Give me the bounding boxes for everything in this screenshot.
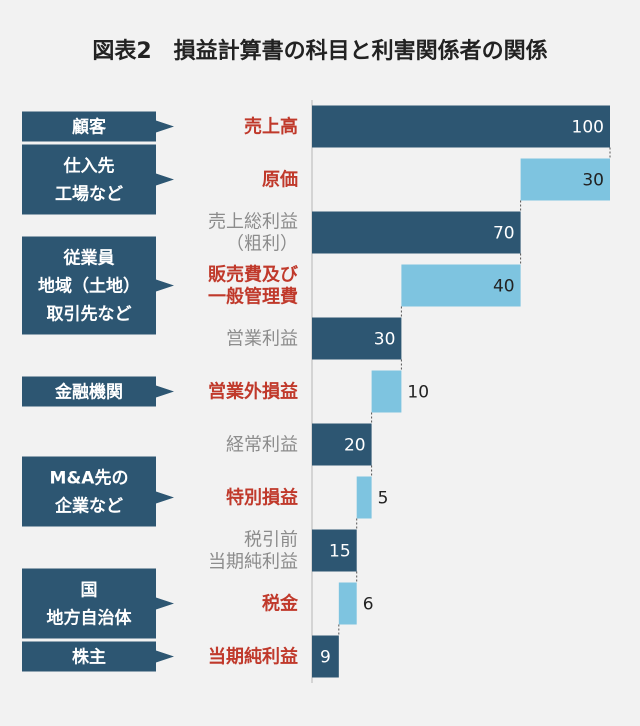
stakeholder-box-2 bbox=[22, 236, 174, 335]
stakeholder-box-1 bbox=[22, 144, 174, 215]
bar-8 bbox=[312, 529, 357, 572]
bar-4 bbox=[312, 317, 402, 360]
bar-6 bbox=[312, 423, 372, 466]
stakeholder-box-4 bbox=[22, 456, 174, 527]
bar-3 bbox=[401, 264, 521, 307]
data-label-5: 10 bbox=[407, 383, 429, 403]
stakeholder-label-5-0: 国 bbox=[81, 581, 98, 601]
category-label-2-0: 売上総利益 bbox=[208, 212, 298, 233]
data-label-4: 30 bbox=[374, 330, 396, 350]
data-label-8: 15 bbox=[329, 542, 351, 562]
data-label-0: 100 bbox=[572, 118, 604, 138]
stakeholder-label-4-0: M&A先の bbox=[50, 468, 129, 489]
bar-10 bbox=[312, 635, 339, 678]
bar-2 bbox=[312, 211, 521, 254]
stakeholder-label-2-2: 取引先など bbox=[47, 304, 132, 325]
stakeholder-label-3-0: 金融機関 bbox=[54, 382, 123, 403]
bar-9 bbox=[338, 582, 357, 625]
stakeholder-box-6 bbox=[22, 641, 174, 672]
category-label-3-1: 一般管理費 bbox=[208, 286, 298, 308]
bar-7 bbox=[356, 476, 372, 519]
category-label-8-0: 税引前 bbox=[244, 530, 298, 551]
category-label-9-0: 税金 bbox=[262, 593, 299, 615]
category-label-1-0: 原価 bbox=[262, 169, 298, 191]
data-label-9: 6 bbox=[363, 595, 374, 615]
bar-1 bbox=[520, 158, 610, 201]
category-label-0-0: 売上高 bbox=[244, 116, 298, 138]
category-label-2-1: （粗利） bbox=[226, 234, 298, 255]
category-label-3-0: 販売費及び bbox=[208, 264, 299, 286]
bar-5 bbox=[371, 370, 402, 413]
stakeholder-box-0 bbox=[22, 111, 174, 142]
data-label-1: 30 bbox=[582, 171, 604, 191]
data-label-7: 5 bbox=[378, 489, 389, 509]
data-label-10: 9 bbox=[320, 648, 331, 668]
stakeholder-label-2-1: 地域（土地） bbox=[38, 276, 140, 297]
stakeholder-label-1-0: 仕入先 bbox=[63, 156, 115, 177]
bar-0 bbox=[312, 105, 610, 148]
chart-title: 図表2 損益計算書の科目と利害関係者の関係 bbox=[92, 38, 547, 64]
category-label-7-0: 特別損益 bbox=[226, 487, 298, 509]
category-label-6-0: 経常利益 bbox=[226, 435, 298, 456]
category-label-8-1: 当期純利益 bbox=[208, 552, 298, 573]
stakeholder-label-5-1: 地方自治体 bbox=[47, 608, 133, 629]
stakeholder-label-6-0: 株主 bbox=[72, 647, 106, 668]
data-label-3: 40 bbox=[493, 277, 515, 297]
category-label-4-0: 営業利益 bbox=[226, 329, 298, 350]
category-label-10-0: 当期純利益 bbox=[208, 646, 298, 668]
stakeholder-box-3 bbox=[22, 376, 174, 407]
stakeholder-label-1-1: 工場など bbox=[55, 185, 123, 205]
data-label-2: 70 bbox=[493, 224, 515, 244]
stakeholder-label-2-0: 従業員 bbox=[63, 248, 115, 269]
stakeholder-box-5 bbox=[22, 568, 174, 639]
category-label-5-0: 営業外損益 bbox=[208, 381, 298, 403]
stakeholder-label-4-1: 企業など bbox=[54, 496, 123, 517]
data-label-6: 20 bbox=[344, 436, 366, 456]
stakeholder-label-0-0: 顧客 bbox=[72, 117, 107, 138]
